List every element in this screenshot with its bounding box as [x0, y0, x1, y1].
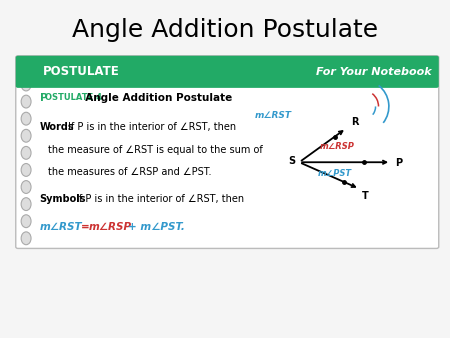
Text: Angle Addition Postulate: Angle Addition Postulate — [78, 93, 232, 103]
Text: m∠RST: m∠RST — [40, 222, 82, 232]
Text: m∠PST: m∠PST — [317, 169, 351, 178]
Bar — [18, 72, 436, 86]
Text: the measures of ∠RSP and ∠PST.: the measures of ∠RSP and ∠PST. — [48, 167, 211, 177]
Text: For Your Notebook: For Your Notebook — [316, 67, 432, 77]
Text: POSTULATE: POSTULATE — [43, 65, 120, 78]
Text: P: P — [396, 158, 403, 168]
Text: If P is in the interior of ∠RST, then: If P is in the interior of ∠RST, then — [76, 194, 245, 204]
Text: Words: Words — [40, 122, 74, 132]
Text: S: S — [288, 156, 295, 166]
Text: R: R — [351, 117, 358, 127]
Text: the measure of ∠RST is equal to the sum of: the measure of ∠RST is equal to the sum … — [48, 145, 262, 155]
FancyBboxPatch shape — [16, 56, 439, 88]
Text: OSTULATE 4: OSTULATE 4 — [45, 93, 102, 102]
Text: Symbols: Symbols — [40, 194, 86, 204]
Bar — [18, 57, 436, 86]
Ellipse shape — [21, 95, 31, 108]
Text: m∠RST: m∠RST — [254, 111, 291, 120]
Text: + m∠PST.: + m∠PST. — [128, 222, 185, 232]
Text: m∠RSP: m∠RSP — [88, 222, 131, 232]
Text: P: P — [40, 93, 47, 103]
Text: If P is in the interior of ∠RST, then: If P is in the interior of ∠RST, then — [68, 122, 236, 132]
Text: T: T — [362, 191, 369, 201]
Ellipse shape — [21, 78, 31, 91]
Ellipse shape — [21, 129, 31, 142]
Text: m∠RSP: m∠RSP — [320, 142, 355, 151]
Ellipse shape — [21, 232, 31, 245]
Text: =: = — [81, 222, 90, 232]
Ellipse shape — [21, 146, 31, 159]
Ellipse shape — [21, 215, 31, 227]
Ellipse shape — [21, 164, 31, 176]
Ellipse shape — [21, 112, 31, 125]
Ellipse shape — [21, 180, 31, 193]
Text: Angle Addition Postulate: Angle Addition Postulate — [72, 18, 378, 43]
FancyBboxPatch shape — [16, 56, 439, 248]
Ellipse shape — [21, 198, 31, 211]
